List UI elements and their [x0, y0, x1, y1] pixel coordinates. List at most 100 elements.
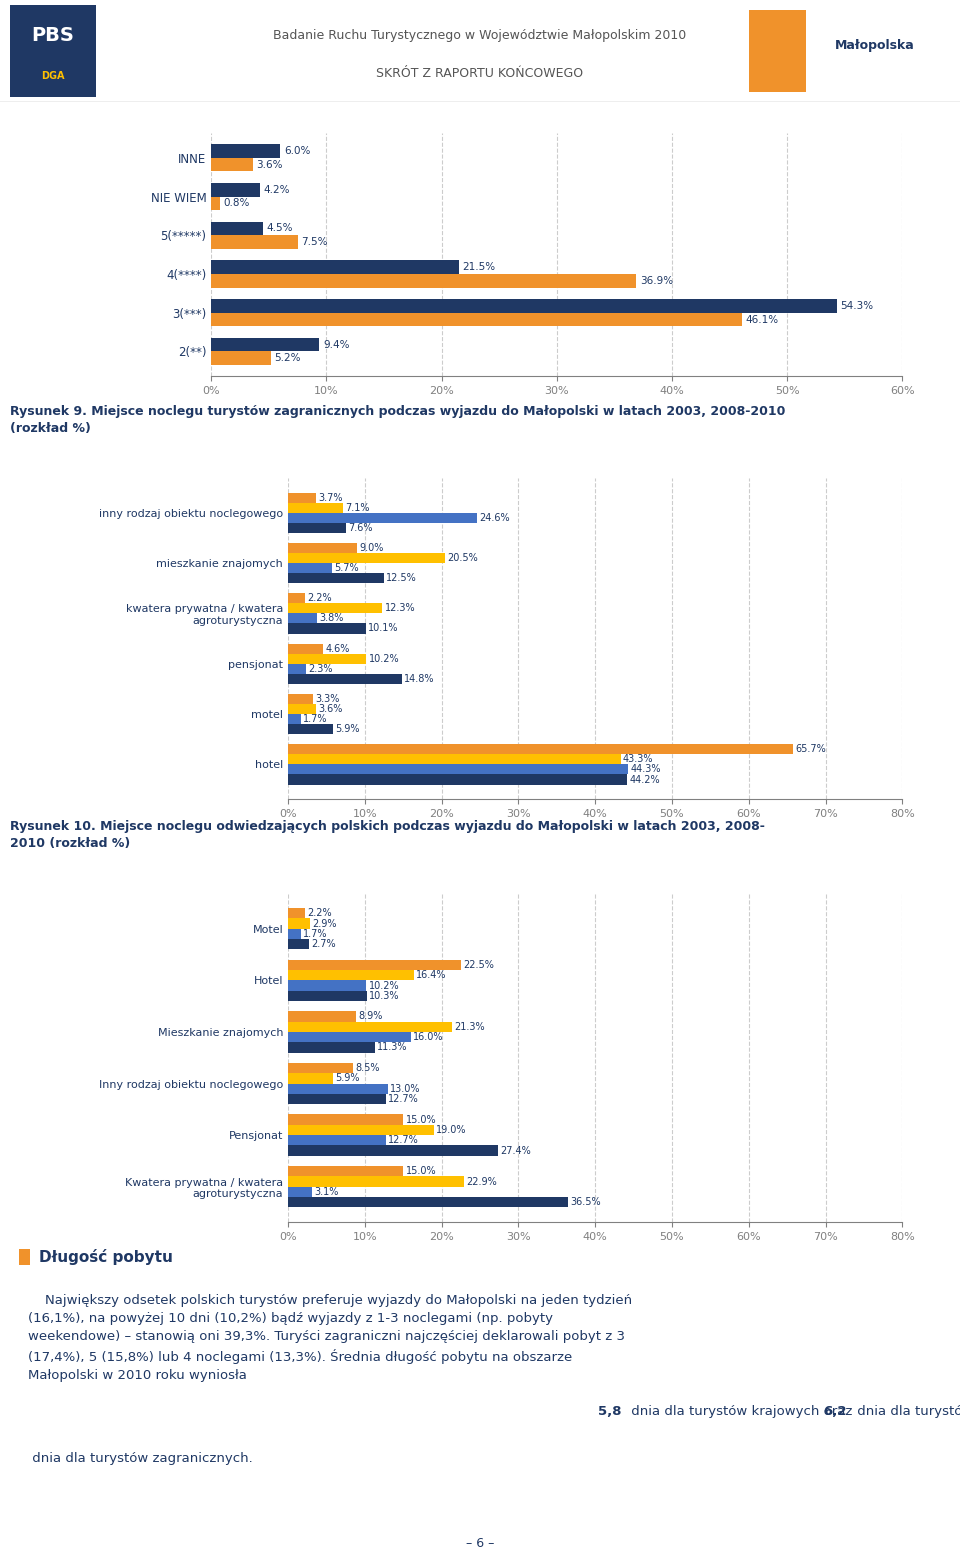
Text: 3.6%: 3.6% — [256, 160, 282, 169]
Text: 5.7%: 5.7% — [334, 563, 359, 574]
Text: Największy odsetek polskich turystów preferuje wyjazdy do Małopolski na jeden ty: Największy odsetek polskich turystów pre… — [29, 1294, 633, 1382]
Bar — [288, 1177, 464, 1186]
Text: 46.1%: 46.1% — [746, 315, 779, 324]
Text: 6.0%: 6.0% — [284, 146, 310, 157]
Text: 3.1%: 3.1% — [314, 1186, 339, 1197]
Text: 21.5%: 21.5% — [463, 262, 495, 273]
Text: 2.3%: 2.3% — [308, 664, 332, 674]
Text: DGA: DGA — [41, 72, 64, 81]
Text: 12.3%: 12.3% — [385, 603, 416, 613]
Bar — [288, 765, 628, 774]
Bar — [211, 351, 271, 365]
Bar — [288, 754, 620, 765]
FancyBboxPatch shape — [10, 5, 96, 97]
Text: Długość pobytu: Długość pobytu — [39, 1249, 174, 1265]
Text: 12.7%: 12.7% — [388, 1135, 419, 1145]
Bar — [288, 1166, 403, 1177]
Bar — [288, 744, 793, 754]
Bar — [288, 512, 477, 523]
Bar — [211, 158, 252, 171]
Bar — [288, 704, 316, 715]
Bar — [288, 594, 305, 603]
Bar — [288, 918, 310, 929]
Text: 6,2: 6,2 — [823, 1406, 847, 1418]
Text: 14.8%: 14.8% — [404, 674, 435, 683]
Bar — [288, 1114, 403, 1125]
Bar — [288, 1125, 434, 1135]
Text: 5.2%: 5.2% — [275, 353, 301, 364]
Text: 10.1%: 10.1% — [368, 624, 398, 633]
Text: 54.3%: 54.3% — [840, 301, 874, 310]
Text: 4.2%: 4.2% — [263, 185, 290, 194]
Bar — [288, 1135, 386, 1145]
Bar — [288, 553, 445, 563]
Bar — [211, 313, 742, 326]
Text: 4.5%: 4.5% — [267, 224, 293, 233]
Text: 9.4%: 9.4% — [323, 340, 349, 349]
Text: 4.6%: 4.6% — [325, 644, 350, 653]
Text: 3.8%: 3.8% — [320, 613, 344, 624]
Bar — [288, 644, 324, 653]
Text: 2.2%: 2.2% — [307, 594, 332, 603]
Bar — [211, 299, 837, 313]
Bar — [288, 664, 305, 674]
Bar — [211, 338, 320, 351]
Text: 21.3%: 21.3% — [454, 1022, 485, 1031]
Text: 22.9%: 22.9% — [467, 1177, 497, 1186]
Bar — [288, 694, 313, 704]
Text: 44.2%: 44.2% — [630, 774, 660, 785]
Bar — [288, 653, 367, 664]
Text: 22.5%: 22.5% — [463, 961, 494, 970]
Text: 8.5%: 8.5% — [355, 1062, 380, 1073]
Bar — [288, 981, 367, 990]
Text: – 6 –: – 6 – — [466, 1537, 494, 1550]
Bar — [288, 1022, 451, 1033]
Bar — [288, 1042, 374, 1053]
Text: 3.6%: 3.6% — [318, 704, 343, 715]
Text: 9.0%: 9.0% — [359, 542, 384, 553]
Bar — [288, 959, 461, 970]
Bar — [288, 492, 317, 503]
Bar — [211, 221, 263, 235]
Text: 44.3%: 44.3% — [631, 765, 661, 774]
Text: Rysunek 10. Miejsce noclegu odwiedzających polskich podczas wyjazdu do Małopolsk: Rysunek 10. Miejsce noclegu odwiedzający… — [10, 820, 764, 849]
Text: 16.0%: 16.0% — [413, 1033, 444, 1042]
Text: 36.5%: 36.5% — [570, 1197, 601, 1207]
Bar — [19, 1249, 31, 1265]
Bar — [288, 1073, 333, 1083]
Bar — [288, 624, 366, 633]
Bar — [288, 1083, 388, 1094]
Bar — [288, 574, 384, 583]
Text: 24.6%: 24.6% — [479, 512, 510, 523]
Text: 7.1%: 7.1% — [345, 503, 370, 512]
Text: 3.3%: 3.3% — [316, 694, 340, 704]
Text: 7.6%: 7.6% — [348, 523, 373, 533]
Text: PBS: PBS — [32, 27, 74, 45]
Text: Małopolska: Małopolska — [835, 39, 915, 52]
Text: 36.9%: 36.9% — [639, 276, 673, 285]
Text: 16.4%: 16.4% — [417, 970, 446, 981]
Bar — [288, 970, 414, 981]
Text: 12.5%: 12.5% — [386, 574, 417, 583]
Text: 2.2%: 2.2% — [307, 909, 332, 918]
Bar — [288, 674, 401, 683]
Text: 7.5%: 7.5% — [301, 237, 327, 248]
Text: 15.0%: 15.0% — [405, 1114, 436, 1125]
Text: 5,8: 5,8 — [598, 1406, 621, 1418]
Text: 12.7%: 12.7% — [388, 1094, 419, 1105]
Text: 2.7%: 2.7% — [311, 939, 336, 950]
Bar — [288, 1033, 411, 1042]
Bar — [288, 1094, 386, 1105]
Bar — [288, 1197, 568, 1207]
Text: 5.9%: 5.9% — [336, 1073, 360, 1083]
Bar — [288, 1145, 498, 1156]
Text: 8.9%: 8.9% — [359, 1011, 383, 1022]
Bar — [211, 274, 636, 288]
Bar — [288, 1186, 312, 1197]
Bar — [288, 523, 347, 533]
Bar — [288, 1011, 356, 1022]
Text: 19.0%: 19.0% — [436, 1125, 467, 1135]
Text: 20.5%: 20.5% — [447, 553, 478, 563]
Text: 27.4%: 27.4% — [501, 1145, 532, 1155]
Text: 10.3%: 10.3% — [370, 990, 400, 1001]
